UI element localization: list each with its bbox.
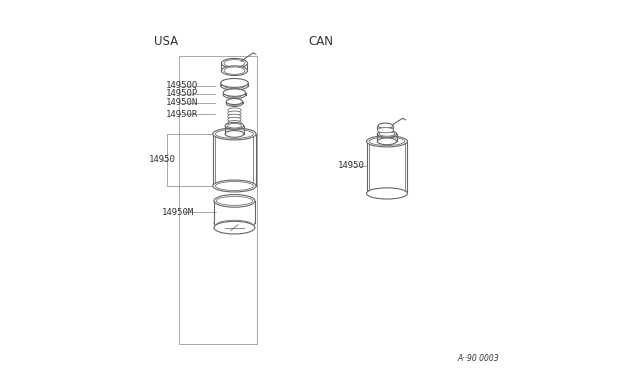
Ellipse shape	[223, 91, 246, 99]
Ellipse shape	[228, 108, 241, 112]
Bar	[179, 56, 257, 344]
Ellipse shape	[367, 136, 408, 147]
Text: CAN: CAN	[309, 35, 334, 48]
Ellipse shape	[378, 123, 393, 128]
Ellipse shape	[221, 66, 248, 76]
Ellipse shape	[378, 128, 394, 133]
Ellipse shape	[214, 195, 255, 207]
Ellipse shape	[228, 121, 241, 125]
Text: USA: USA	[154, 35, 179, 48]
Text: 14950Q: 14950Q	[166, 81, 198, 90]
Text: 14950P: 14950P	[166, 89, 198, 98]
Text: 14950M: 14950M	[163, 208, 195, 217]
Ellipse shape	[223, 89, 246, 96]
Ellipse shape	[227, 99, 243, 105]
Ellipse shape	[228, 111, 241, 116]
Ellipse shape	[228, 114, 241, 119]
Ellipse shape	[228, 118, 241, 122]
Text: 14950N: 14950N	[166, 98, 198, 107]
Ellipse shape	[221, 78, 248, 87]
Text: 14950R: 14950R	[166, 110, 198, 119]
Ellipse shape	[214, 221, 255, 234]
Text: 14950: 14950	[149, 155, 176, 164]
Text: A··90 0003: A··90 0003	[457, 354, 499, 363]
Ellipse shape	[378, 125, 394, 131]
Ellipse shape	[213, 128, 256, 140]
Ellipse shape	[378, 138, 397, 145]
Ellipse shape	[221, 58, 248, 68]
Ellipse shape	[227, 100, 243, 106]
Ellipse shape	[378, 131, 397, 137]
Ellipse shape	[224, 60, 245, 67]
Ellipse shape	[213, 180, 256, 192]
Ellipse shape	[221, 81, 248, 90]
Ellipse shape	[228, 124, 241, 128]
Ellipse shape	[225, 131, 244, 137]
Ellipse shape	[367, 188, 408, 199]
Text: 14950: 14950	[338, 161, 365, 170]
Ellipse shape	[225, 122, 244, 129]
